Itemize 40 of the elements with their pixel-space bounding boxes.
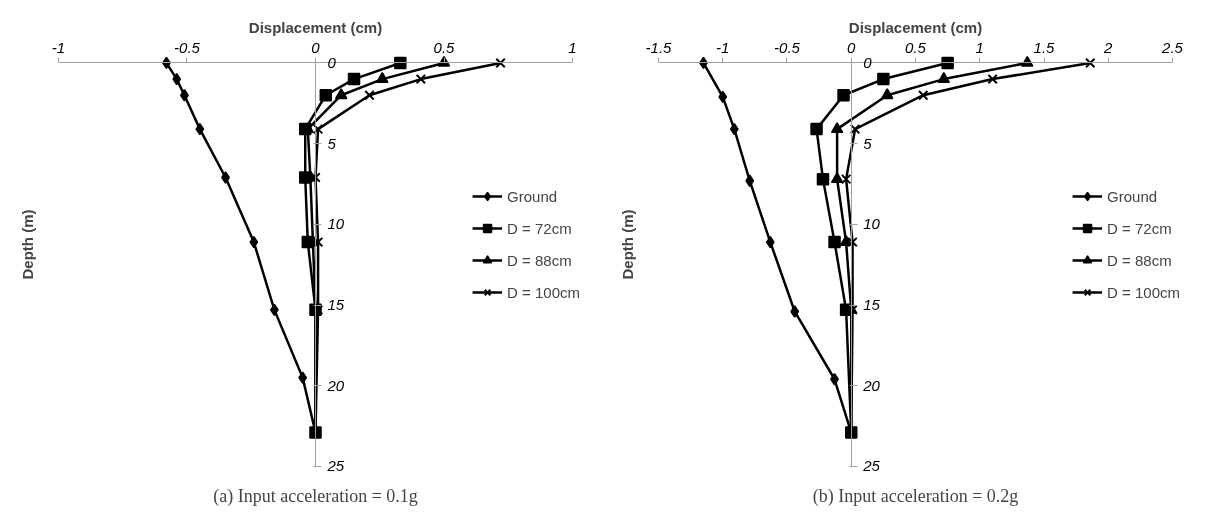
legend-label: D = 88cm <box>1107 251 1172 269</box>
text: (b) Input acceleration = 0.2g <box>812 485 1019 507</box>
x-tick-label: -1 <box>716 38 730 56</box>
x-tick-label: -0.5 <box>774 38 801 56</box>
legend-label: D = 100cm <box>507 283 580 301</box>
y-tick-label: 5 <box>327 134 337 152</box>
x-tick-label: 1 <box>975 38 984 56</box>
x-axis-title: Displacement (cm) <box>248 18 383 36</box>
y-axis-title: Depth (m) <box>618 209 636 280</box>
legend-label: Ground <box>507 187 558 205</box>
legend-label: D = 88cm <box>507 251 572 269</box>
y-tick-label: 10 <box>327 215 345 233</box>
legend-label: D = 100cm <box>1107 283 1180 301</box>
y-tick-label: 20 <box>862 376 881 394</box>
x-tick-label: -1.5 <box>645 38 673 56</box>
y-tick-label: 25 <box>862 457 881 475</box>
legend-label: D = 72cm <box>1107 219 1172 237</box>
y-tick-label: 10 <box>863 215 881 233</box>
y-tick-label: 20 <box>326 376 345 394</box>
x-tick-label: 1.5 <box>1033 38 1056 56</box>
x-axis-title: Displacement (cm) <box>848 18 983 36</box>
x-tick-label: -1 <box>51 38 66 56</box>
y-axis-title: Depth (m) <box>18 209 36 280</box>
y-tick-label: 15 <box>327 296 345 314</box>
x-tick-label: 0.5 <box>905 38 927 56</box>
y-tick-label: 15 <box>863 296 881 314</box>
x-tick-label: -0.5 <box>174 38 201 56</box>
legend-label: Ground <box>1107 187 1158 205</box>
legend-label: D = 72cm <box>507 219 572 237</box>
y-tick-label: 0 <box>863 53 873 71</box>
x-tick-label: 0 <box>311 38 321 56</box>
x-tick-label: 2 <box>1103 38 1114 56</box>
text: (a) Input acceleration = 0.1g <box>213 485 418 507</box>
x-tick-label: 2.5 <box>1161 38 1184 56</box>
x-tick-label: 1 <box>568 38 577 56</box>
y-tick-label: 0 <box>327 53 337 71</box>
y-tick-label: 5 <box>863 134 873 152</box>
y-tick-label: 25 <box>326 457 345 475</box>
x-tick-label: 0 <box>847 38 857 56</box>
x-tick-label: 0.5 <box>433 38 456 56</box>
